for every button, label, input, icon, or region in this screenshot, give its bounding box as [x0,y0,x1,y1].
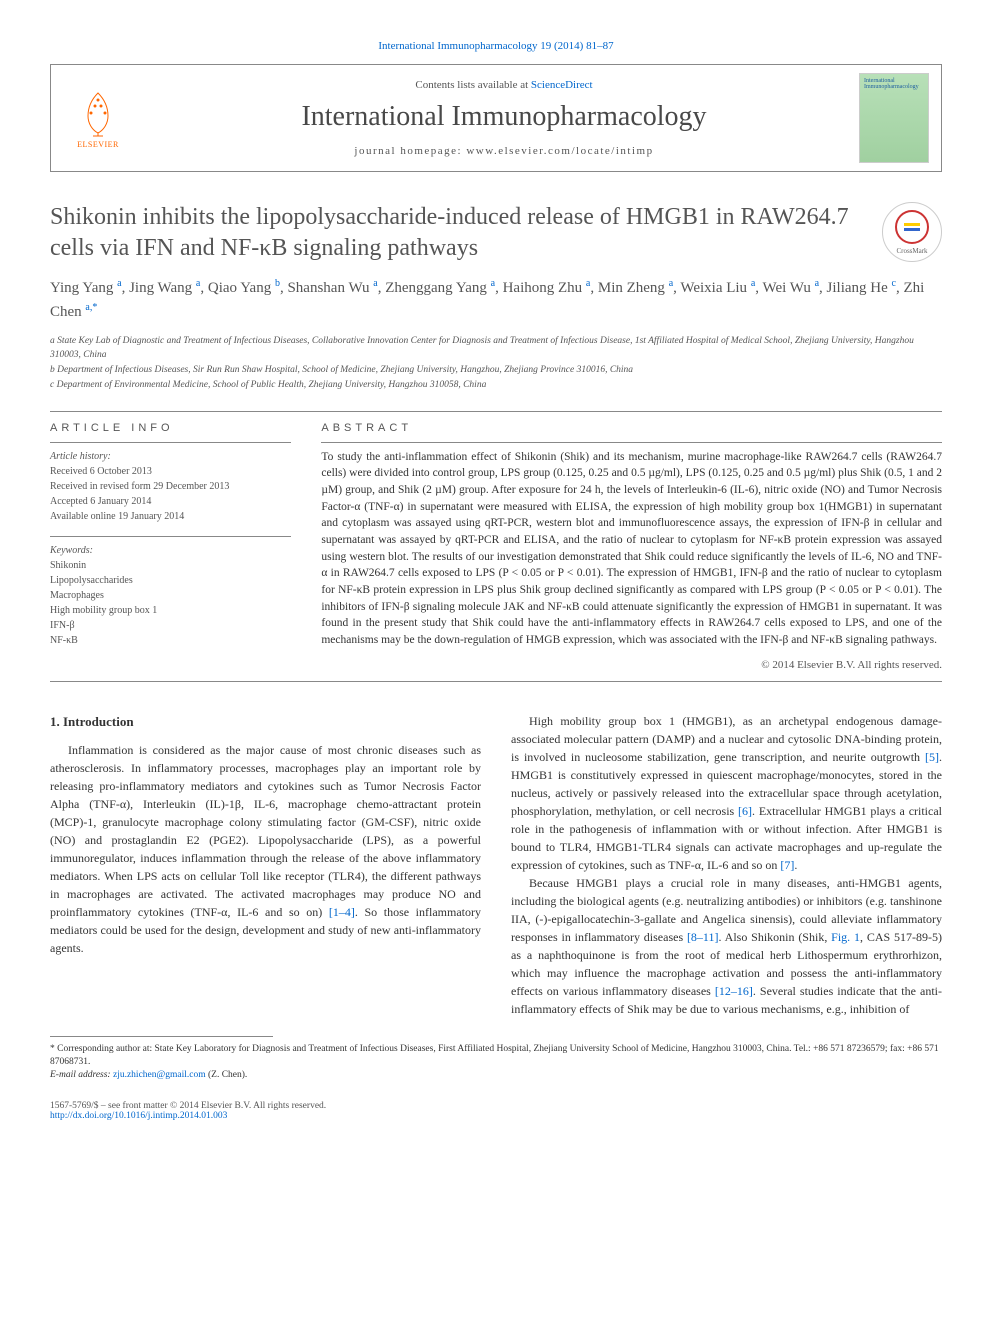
email-link[interactable]: zju.zhichen@gmail.com [113,1070,206,1080]
footnote-divider [50,1036,273,1037]
ref-link-6[interactable]: [6] [738,804,752,818]
journal-reference-link[interactable]: International Immunopharmacology 19 (201… [378,40,613,52]
journal-homepage: journal homepage: www.elsevier.com/locat… [149,145,859,157]
keyword-item: Macrophages [50,588,291,603]
affiliations: a State Key Lab of Diagnostic and Treatm… [50,335,942,392]
journal-cover-thumbnail: International Immunopharmacology [859,73,929,163]
ref-link-7[interactable]: [7] [780,858,794,872]
affiliation-b: b Department of Infectious Diseases, Sir… [50,364,942,377]
keyword-item: IFN-β [50,618,291,633]
corresponding-author-note: * Corresponding author at: State Key Lab… [50,1043,942,1070]
article-title: Shikonin inhibits the lipopolysaccharide… [50,202,862,264]
divider [50,411,942,412]
body-text: 1. Introduction Inflammation is consider… [50,712,942,1018]
affiliation-a: a State Key Lab of Diagnostic and Treatm… [50,335,942,362]
intro-paragraph-3: Because HMGB1 plays a crucial role in ma… [511,874,942,1018]
abstract-text: To study the anti-inflammation effect of… [321,449,942,649]
article-history: Article history: Received 6 October 2013… [50,449,291,524]
ref-link-1-4[interactable]: [1–4] [329,905,355,919]
contents-line: Contents lists available at ScienceDirec… [149,79,859,91]
ref-link-8-11[interactable]: [8–11] [687,930,719,944]
journal-header: ELSEVIER Contents lists available at Sci… [50,64,942,172]
doi-link[interactable]: http://dx.doi.org/10.1016/j.intimp.2014.… [50,1111,227,1121]
elsevier-logo: ELSEVIER [63,83,133,153]
keyword-item: NF-κB [50,633,291,648]
crossmark-icon [894,209,930,245]
article-info-heading: ARTICLE INFO [50,422,291,434]
divider [50,681,942,682]
author-list: Ying Yang a, Jing Wang a, Qiao Yang b, S… [50,276,942,323]
elsevier-label: ELSEVIER [77,140,119,149]
elsevier-tree-icon [73,88,123,138]
divider [321,442,942,443]
affiliation-c: c Department of Environmental Medicine, … [50,379,942,392]
crossmark-badge[interactable]: CrossMark [882,202,942,262]
ref-link-5[interactable]: [5] [925,750,939,764]
keyword-item: Lipopolysaccharides [50,573,291,588]
issn-line: 1567-5769/$ – see front matter © 2014 El… [50,1101,942,1111]
keyword-item: Shikonin [50,558,291,573]
sciencedirect-link[interactable]: ScienceDirect [531,79,593,91]
email-line: E-mail address: zju.zhichen@gmail.com (Z… [50,1069,942,1082]
abstract-heading: ABSTRACT [321,422,942,434]
divider [50,442,291,443]
abstract-copyright: © 2014 Elsevier B.V. All rights reserved… [321,659,942,671]
journal-name: International Immunopharmacology [149,101,859,133]
ref-link-12-16[interactable]: [12–16] [715,984,753,998]
intro-paragraph-2: High mobility group box 1 (HMGB1), as an… [511,712,942,874]
journal-reference: International Immunopharmacology 19 (201… [50,40,942,52]
introduction-heading: 1. Introduction [50,712,481,732]
bottom-bar: 1567-5769/$ – see front matter © 2014 El… [50,1101,942,1121]
footnotes: * Corresponding author at: State Key Lab… [50,1043,942,1083]
intro-paragraph-1: Inflammation is considered as the major … [50,741,481,957]
keywords-block: Keywords: ShikoninLipopolysaccharidesMac… [50,543,291,648]
keyword-item: High mobility group box 1 [50,603,291,618]
fig-link-1[interactable]: Fig. 1 [831,930,860,944]
divider [50,536,291,537]
